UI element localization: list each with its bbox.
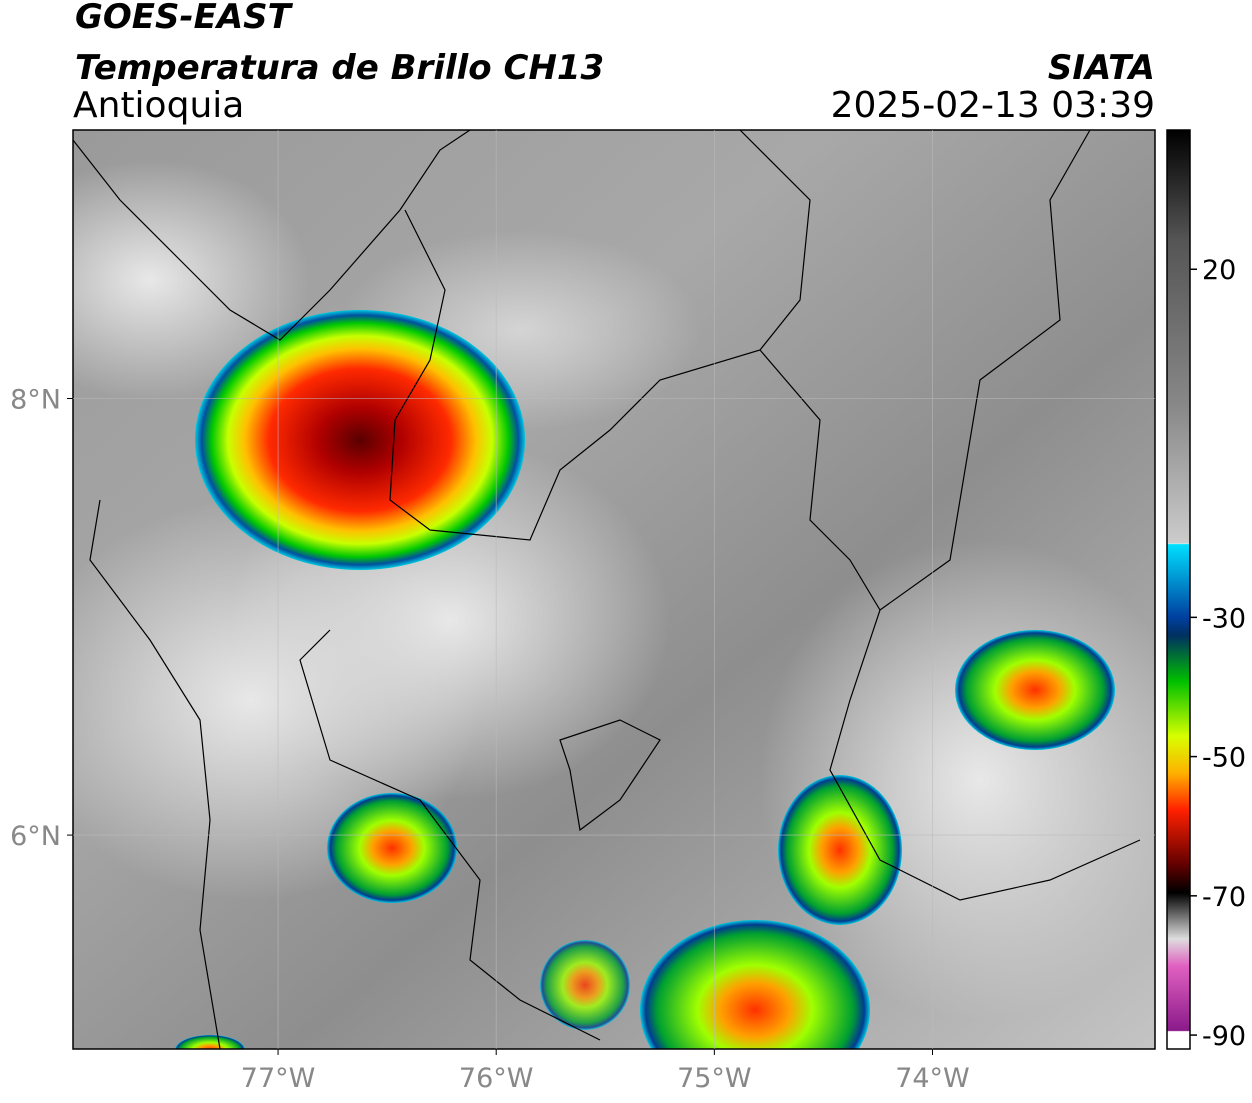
colorbar-tick-label: -90: [1202, 1021, 1246, 1052]
colorbar: [1166, 129, 1191, 1050]
colorbar-tick-label: -70: [1202, 882, 1246, 913]
colorbar-tick-label: 20: [1202, 255, 1236, 286]
x-tick-label: 74°W: [895, 1063, 970, 1094]
source: SIATA: [1048, 48, 1155, 88]
x-tick-label: 75°W: [677, 1063, 752, 1094]
region: Antioquia: [73, 85, 244, 126]
subtitle: Temperatura de Brillo CH13: [75, 48, 604, 88]
title: GOES-EAST: [75, 0, 294, 37]
y-tick-label: 6°N: [10, 821, 61, 852]
map-frame: [72, 129, 1156, 1050]
x-tick-label: 77°W: [241, 1063, 316, 1094]
x-tick-label: 76°W: [459, 1063, 534, 1094]
timestamp: 2025-02-13 03:39: [831, 85, 1155, 126]
y-tick-label: 8°N: [10, 384, 61, 415]
colorbar-tick-label: -50: [1202, 743, 1246, 774]
satellite-image: [73, 130, 1155, 1049]
colorbar-tick-label: -30: [1202, 603, 1246, 634]
